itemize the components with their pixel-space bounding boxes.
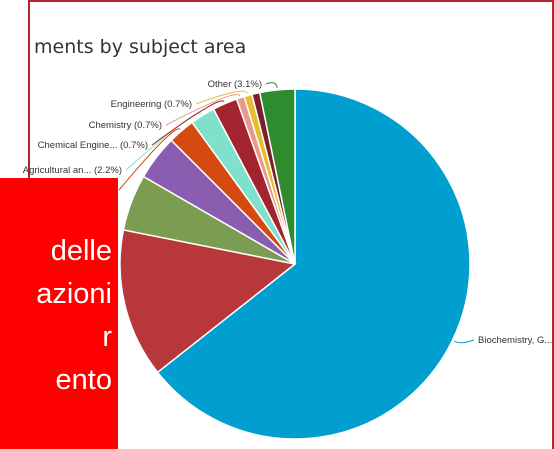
pie-slices: [119, 88, 471, 440]
overlay-line-1: delle: [50, 235, 112, 267]
leader-line: [195, 90, 248, 105]
pie-slice: [156, 88, 471, 440]
slice-label: Biochemistry, G... (: [478, 335, 554, 346]
overlay-line-2: azioni: [36, 278, 112, 310]
leader-line: [265, 82, 278, 88]
pie-slice: [119, 228, 297, 374]
slice-label: Engineering (0.7%): [111, 99, 192, 110]
overlay-line-4: ento: [55, 364, 112, 396]
slice-label: Agricultural an... (2.2%): [23, 165, 122, 176]
slice-label: Chemistry (0.7%): [89, 120, 162, 131]
red-overlay-box: delle azioni r ento: [0, 178, 118, 449]
slice-label: Other (3.1%): [208, 79, 262, 90]
leader-line: [118, 128, 181, 191]
pie-slice: [258, 88, 296, 265]
leader-line: [165, 94, 241, 126]
slice-label: Chemical Engine... (0.7%): [38, 140, 148, 151]
overlay-line-3: r: [102, 321, 112, 353]
leader-lines: [118, 82, 475, 344]
leader-line: [454, 339, 475, 344]
leader-line: [151, 100, 225, 146]
chart-title: ments by subject area: [34, 36, 247, 58]
